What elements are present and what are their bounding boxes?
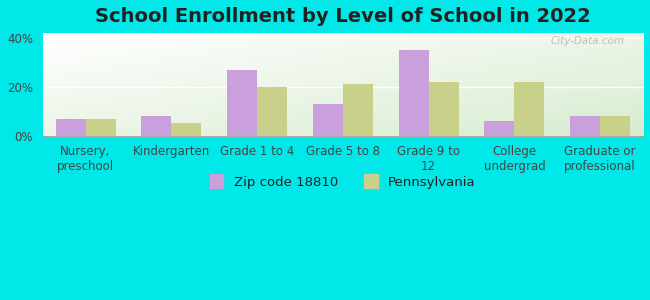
Bar [398,50,428,136]
Bar [313,104,343,136]
Bar [428,82,459,136]
Bar [172,124,202,136]
Text: City-Data.com: City-Data.com [551,36,625,46]
Bar [514,82,545,136]
Bar [55,118,86,136]
Bar [343,84,373,136]
Bar [86,118,116,136]
Bar [570,116,600,136]
Legend: Zip code 18810, Pennsylvania: Zip code 18810, Pennsylvania [210,174,476,189]
Bar [257,87,287,136]
Bar [227,70,257,136]
Bar [141,116,172,136]
Title: School Enrollment by Level of School in 2022: School Enrollment by Level of School in … [95,7,591,26]
Bar [484,121,514,136]
Bar [600,116,630,136]
